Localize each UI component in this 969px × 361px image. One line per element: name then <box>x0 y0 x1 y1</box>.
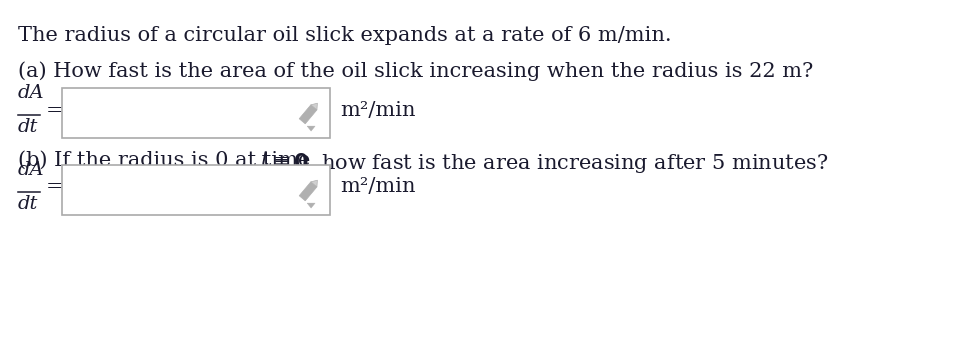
Text: m²/min: m²/min <box>340 100 415 119</box>
Text: dA: dA <box>18 84 45 102</box>
Bar <box>62 88 329 138</box>
Polygon shape <box>310 180 317 187</box>
Text: (b) If the radius is 0 at time: (b) If the radius is 0 at time <box>18 151 317 170</box>
Text: dA: dA <box>18 161 45 179</box>
Text: $= \mathbf{0}$, how fast is the area increasing after 5 minutes?: $= \mathbf{0}$, how fast is the area inc… <box>268 151 828 175</box>
Polygon shape <box>310 103 317 110</box>
Text: = ⁠: = ⁠ <box>269 151 295 170</box>
Polygon shape <box>307 203 315 208</box>
Polygon shape <box>307 126 315 131</box>
Text: =: = <box>46 178 64 196</box>
Text: dt: dt <box>18 118 39 136</box>
Text: =: = <box>46 100 64 119</box>
Text: m²/min: m²/min <box>340 178 415 196</box>
Text: dt: dt <box>18 195 39 213</box>
Polygon shape <box>298 182 317 201</box>
Polygon shape <box>298 105 317 124</box>
Text: t: t <box>261 151 269 170</box>
Text: The radius of a circular oil slick expands at a rate of 6 m/min.: The radius of a circular oil slick expan… <box>18 26 671 45</box>
Text: (a) How fast is the area of the oil slick increasing when the radius is 22 m?: (a) How fast is the area of the oil slic… <box>18 61 812 81</box>
Bar <box>62 165 329 215</box>
